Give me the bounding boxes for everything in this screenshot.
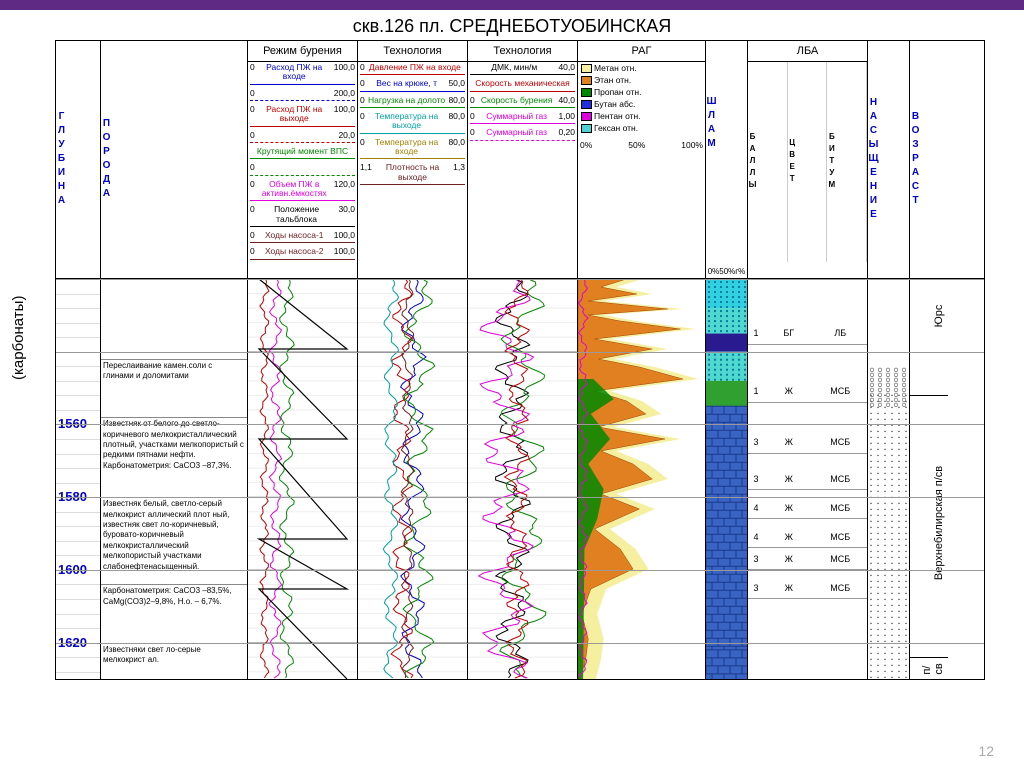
header-row: ГЛУБИНАПОРОДАРежим бурения0Расход ПЖ на … xyxy=(56,41,984,279)
top-accent-bar xyxy=(0,0,1024,10)
side-label: (карбонаты) xyxy=(10,296,27,380)
tracks-body: 1560158016001620Переслаивание камен.соли… xyxy=(56,279,984,679)
log-chart: ГЛУБИНАПОРОДАРежим бурения0Расход ПЖ на … xyxy=(55,40,985,680)
page-number: 12 xyxy=(978,743,994,759)
chart-title: скв.126 пл. СРЕДНЕБОТУОБИНСКАЯ xyxy=(0,10,1024,39)
